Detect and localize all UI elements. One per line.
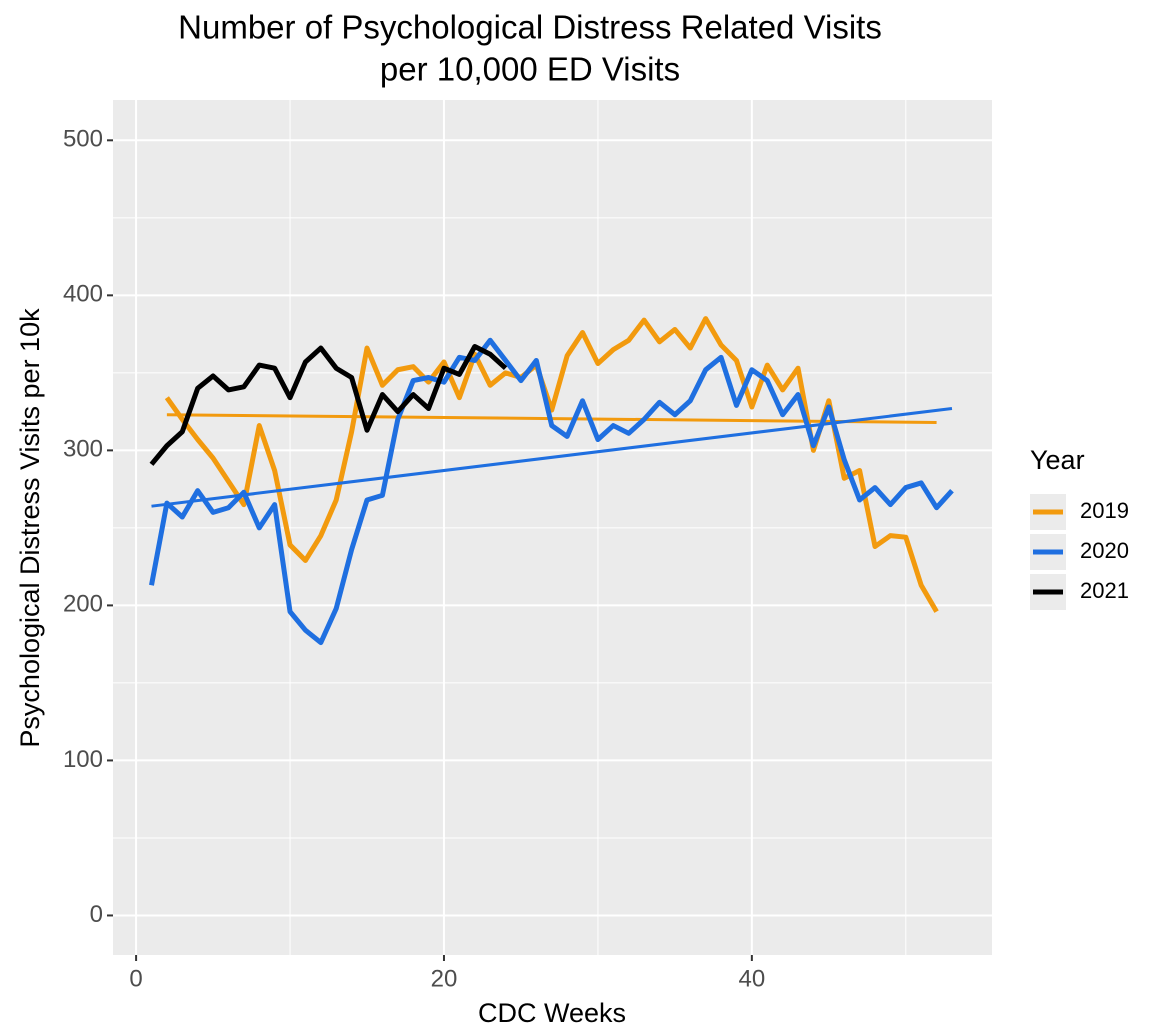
legend-label: 2021 — [1080, 578, 1129, 603]
y-tick-label: 100 — [63, 746, 103, 773]
chart-title: Number of Psychological Distress Related… — [178, 9, 882, 46]
y-axis-title: Psychological Distress Visits per 10k — [15, 308, 45, 748]
data-line — [149, 344, 508, 466]
legend-title: Year — [1030, 445, 1085, 475]
legend-label: 2019 — [1080, 498, 1129, 523]
x-axis-title: CDC Weeks — [478, 998, 626, 1028]
data-line — [149, 337, 954, 646]
y-tick-label: 400 — [63, 281, 103, 308]
x-tick-label: 20 — [431, 965, 458, 992]
trend-line — [151, 407, 953, 508]
y-tick-label: 200 — [63, 591, 103, 618]
legend-label: 2020 — [1080, 538, 1129, 563]
chart-title: per 10,000 ED Visits — [380, 51, 680, 88]
y-tick-label: 0 — [90, 901, 103, 928]
y-tick-label: 300 — [63, 436, 103, 463]
y-tick-label: 500 — [63, 126, 103, 153]
x-tick-label: 0 — [129, 965, 142, 992]
x-tick-label: 40 — [739, 965, 766, 992]
